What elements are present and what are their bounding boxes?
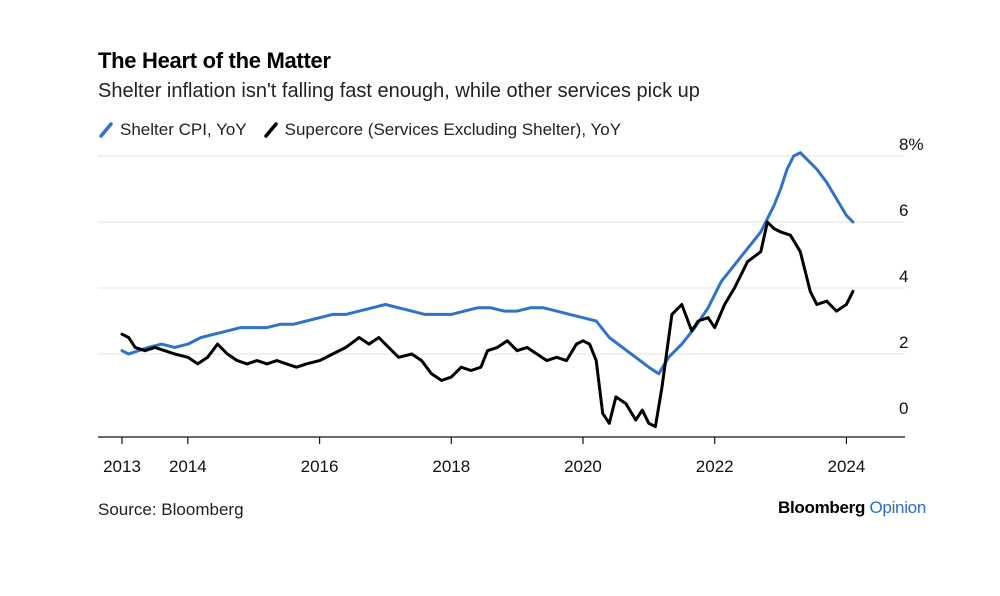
x-tick-label: 2020 — [564, 457, 602, 476]
x-tick-label: 2014 — [169, 457, 207, 476]
x-tick-label: 2022 — [696, 457, 734, 476]
brand-logo: Bloomberg Opinion — [778, 498, 926, 518]
legend-label-supercore: Supercore (Services Excluding Shelter), … — [284, 120, 622, 139]
x-axis — [98, 436, 905, 444]
legend-swatch-supercore — [263, 122, 278, 138]
chart-title: The Heart of the Matter — [98, 48, 331, 73]
grid-lines — [98, 155, 905, 355]
legend-swatch-shelter — [99, 122, 113, 138]
source-note: Source: Bloomberg — [98, 500, 244, 519]
brand-primary: Bloomberg — [778, 498, 866, 517]
chart-subtitle: Shelter inflation isn't falling fast eno… — [98, 80, 700, 102]
legend-item-supercore: Supercore (Services Excluding Shelter), … — [263, 120, 621, 140]
x-tick-label: 2016 — [301, 457, 339, 476]
x-axis-labels: 2013 2014 2016 2018 2020 2022 2024 — [103, 457, 865, 476]
y-tick-label: 8% — [899, 135, 924, 154]
y-tick-label: 4 — [899, 267, 908, 286]
x-tick-label: 2024 — [828, 457, 866, 476]
x-tick-label: 2013 — [103, 457, 141, 476]
legend-label-shelter: Shelter CPI, YoY — [120, 120, 247, 139]
series-line-shelter — [120, 151, 855, 376]
brand-secondary: Opinion — [869, 498, 927, 517]
legend: Shelter CPI, YoY Supercore (Services Exc… — [98, 120, 621, 140]
x-tick-label: 2018 — [432, 457, 470, 476]
series-line-supercore — [120, 220, 855, 429]
series-lines — [120, 151, 855, 429]
y-axis-labels: 8% 6 4 2 0 — [899, 135, 924, 418]
y-tick-label: 2 — [899, 333, 908, 352]
y-tick-label: 0 — [899, 399, 908, 418]
y-tick-label: 6 — [899, 201, 908, 220]
legend-item-shelter: Shelter CPI, YoY — [98, 120, 247, 140]
